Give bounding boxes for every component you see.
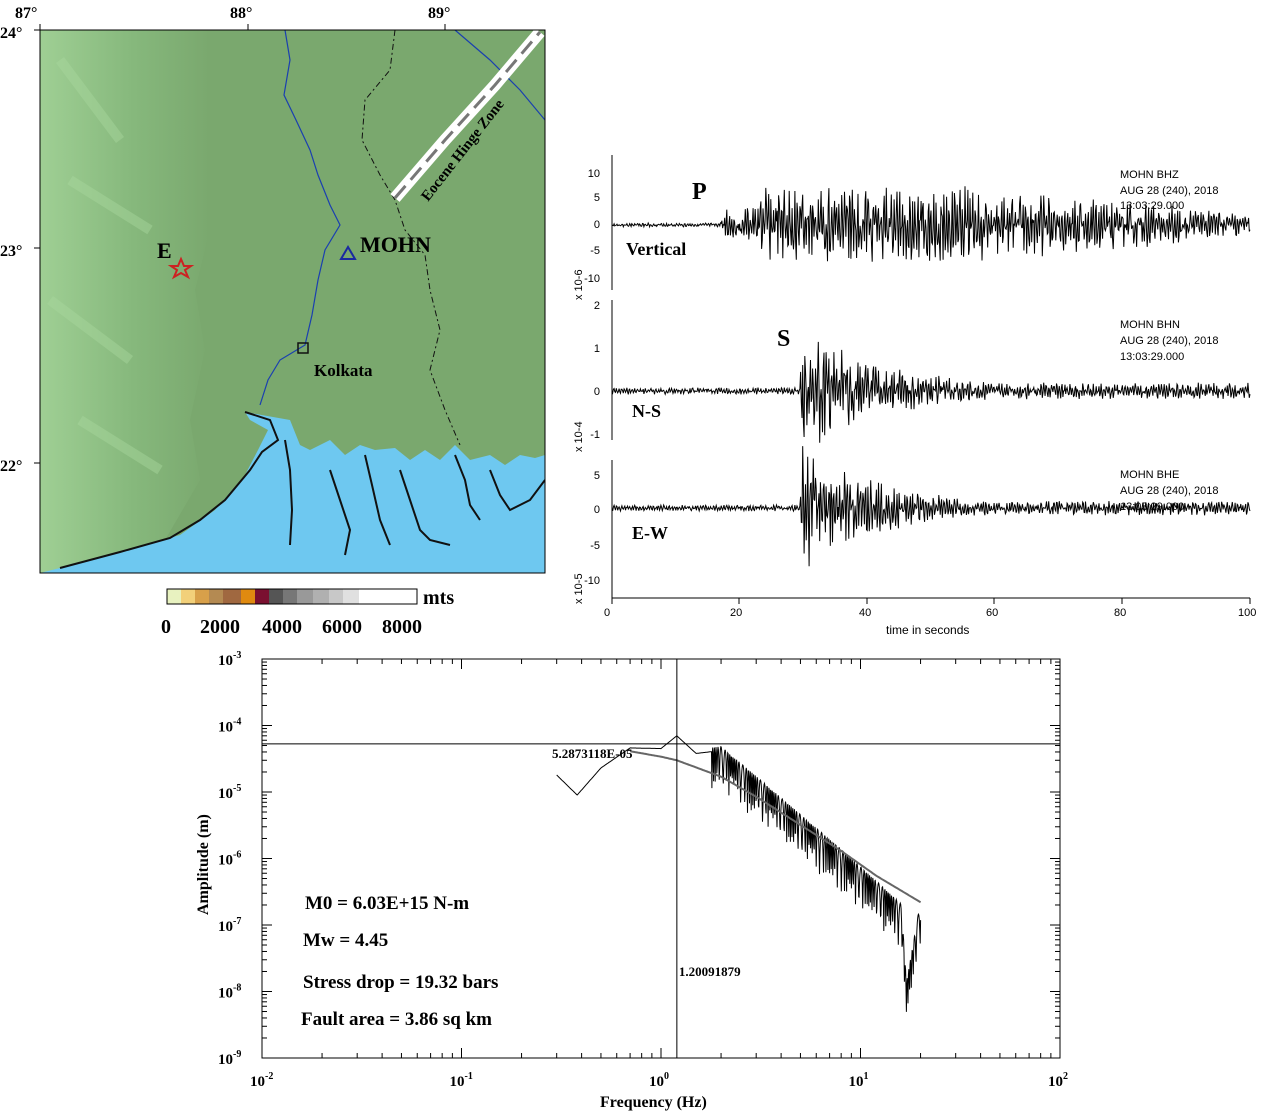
colorbar-tick-0: 0 (161, 616, 171, 638)
trace-ns: 2 1 0 -1 x 10-4 S N-S MOHN BHN AUG 28 (2… (573, 300, 1251, 452)
spectrum-xtick-label: 101 (849, 1071, 869, 1090)
trace-ns-scale: x 10-4 (573, 421, 585, 452)
spectrum-ytick-label: 10-4 (218, 717, 241, 736)
trace-vertical-header-3: 13:03:29.000 (1120, 200, 1184, 212)
trace-ew-ytick: -10 (584, 575, 600, 587)
river-hooghly (259, 30, 341, 406)
trace-vertical-component: Vertical (626, 239, 686, 259)
spectrum-model-fit-line (629, 750, 922, 904)
spectrum-panel: 10-2 10-1 100 101 102 10-3 10-4 10-5 10-6 10-7 10-… (195, 650, 1068, 1111)
trace-vertical-phase: P (692, 179, 707, 205)
seis-xtick: 0 (604, 607, 610, 619)
colorbar-tick-2000: 2000 (200, 616, 240, 638)
colorbar-tick-8000: 8000 (382, 616, 422, 638)
seis-xtick: 100 (1238, 607, 1256, 619)
spectrum-xlabel: Frequency (Hz) (600, 1094, 707, 1111)
trace-ns-phase: S (777, 326, 790, 352)
spectrum-ytick-label: 10-6 (218, 850, 241, 869)
trace-vertical-ytick: 5 (594, 192, 600, 204)
elevation-colorbar (166, 588, 418, 605)
colorbar-tick-6000: 6000 (322, 616, 362, 638)
trace-ew-header-3: 13:03:29.000 (1120, 501, 1184, 513)
trace-vertical-scale: x 10-6 (573, 269, 585, 300)
trace-ew-ytick: -5 (590, 540, 600, 552)
trace-vertical-header-2: AUG 28 (240), 2018 (1120, 185, 1218, 197)
trace-ew-waveform (611, 446, 1251, 567)
annotation-stress-drop: Stress drop = 19.32 bars (303, 972, 498, 993)
trace-ew-header-1: MOHN BHE (1120, 469, 1179, 481)
trace-vertical-ytick: -10 (584, 273, 600, 285)
trace-ns-ytick: 2 (594, 300, 600, 312)
colorbar-tick-4000: 4000 (262, 616, 302, 638)
trace-ns-ytick: -1 (590, 429, 600, 441)
sundarbans-creeks (59, 411, 545, 569)
spectrum-frame (261, 658, 1061, 1059)
spectrum-ytick-label: 10-5 (218, 783, 241, 802)
spectrum-ytick-label: 10-7 (218, 916, 241, 935)
trace-ew-component: E-W (632, 523, 668, 543)
city-label: Kolkata (314, 361, 373, 380)
spectrum-ytick-label: 10-3 (218, 650, 241, 669)
lat-tick-24: 24° (0, 25, 22, 42)
event-label: E (157, 238, 172, 263)
lat-tick-22: 22° (0, 458, 22, 475)
trace-vertical: 10 5 0 -5 -10 x 10-6 P Vertical MOHN BHZ… (573, 155, 1251, 300)
station-triangle-icon (339, 245, 357, 260)
spectrum-ylabel: Amplitude (m) (195, 814, 212, 915)
spectrum-xtick-label: 10-2 (250, 1071, 273, 1090)
spectrum-xtick-label: 10-1 (450, 1071, 473, 1090)
trace-ns-component: N-S (632, 401, 661, 421)
bay-of-bengal (40, 412, 545, 573)
lat-tick-23: 23° (0, 243, 22, 260)
trace-ew-header-2: AUG 28 (240), 2018 (1120, 485, 1218, 497)
annotation-mw: Mw = 4.45 (303, 930, 388, 951)
trace-ns-ytick: 0 (594, 386, 600, 398)
trace-ns-ytick: 1 (594, 343, 600, 355)
seismogram-panel: 10 5 0 -5 -10 x 10-6 P Vertical MOHN BHZ… (573, 155, 1256, 637)
map-panel: 87° 88° 89° 24° 23° 22° E MOHN Kolkata E… (0, 5, 546, 638)
map-frame (39, 29, 546, 574)
seis-xtick: 20 (730, 607, 742, 619)
annotation-fault-area: Fault area = 3.86 sq km (301, 1009, 492, 1030)
seis-xtick: 60 (986, 607, 998, 619)
city-square-icon (297, 342, 309, 354)
colorbar-unit: mts (423, 587, 454, 609)
lon-tick-88: 88° (230, 5, 252, 22)
trace-ns-header-2: AUG 28 (240), 2018 (1120, 335, 1218, 347)
trace-ns-waveform (611, 341, 1251, 443)
spectrum-xtick-label: 102 (1048, 1071, 1068, 1090)
event-star-icon (167, 256, 195, 280)
trace-vertical-waveform (611, 186, 1251, 262)
lon-tick-87: 87° (15, 5, 37, 22)
map-highland (40, 30, 210, 573)
corner-frequency-label: 1.20091879 (679, 964, 741, 979)
seis-xtick: 80 (1114, 607, 1126, 619)
trace-vertical-ytick: -5 (590, 245, 600, 257)
trace-vertical-ytick: 10 (588, 168, 600, 180)
spectrum-ytick-label: 10-8 (218, 983, 241, 1002)
seis-xlabel: time in seconds (886, 623, 969, 637)
international-border (361, 30, 461, 446)
trace-ew-ytick: 0 (594, 504, 600, 516)
trace-ns-header-1: MOHN BHN (1120, 319, 1180, 331)
spectrum-xtick-label: 100 (649, 1071, 669, 1090)
seis-xtick: 40 (859, 607, 871, 619)
lon-tick-89: 89° (428, 5, 450, 22)
trace-vertical-ytick: 0 (594, 219, 600, 231)
annotation-m0: M0 = 6.03E+15 N-m (305, 893, 469, 914)
trace-ew: 5 0 -5 -10 x 10-5 E-W MOHN BHE AUG 28 (2… (573, 446, 1251, 604)
omega0-label: 5.2873118E-05 (552, 746, 633, 761)
station-label: MOHN (360, 232, 431, 257)
spectrum-ytick-label: 10-9 (218, 1049, 241, 1068)
trace-ns-header-3: 13:03:29.000 (1120, 351, 1184, 363)
trace-ew-ytick: 5 (594, 470, 600, 482)
spectrum-observed-line (556, 735, 922, 1012)
trace-ew-scale: x 10-5 (573, 573, 585, 604)
trace-vertical-header-1: MOHN BHZ (1120, 169, 1179, 181)
